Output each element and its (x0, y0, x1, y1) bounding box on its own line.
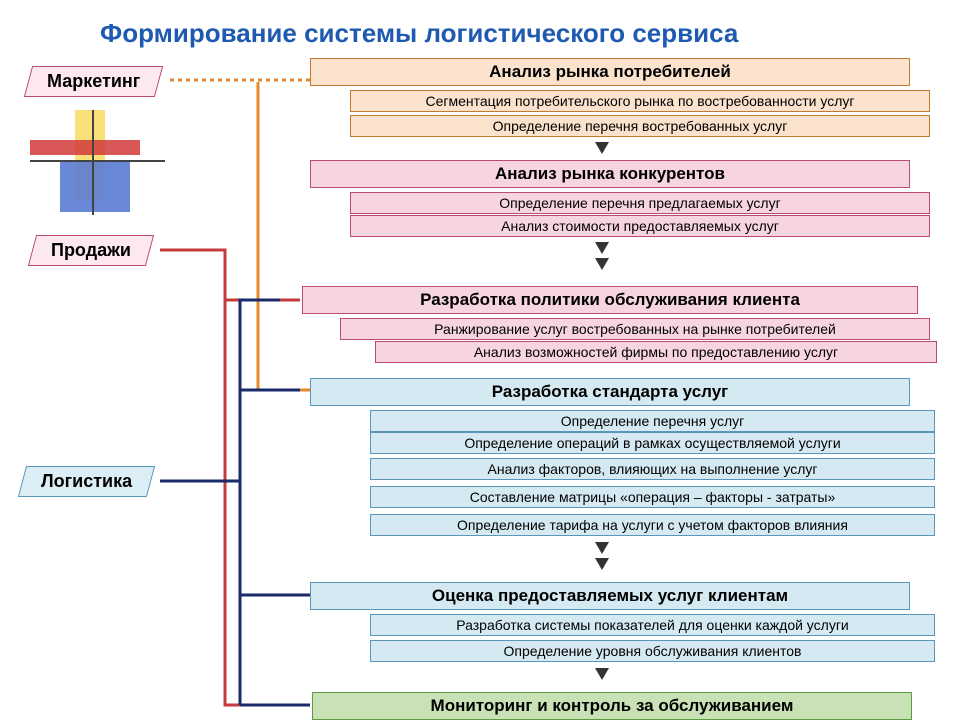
label-marketing: Маркетинг (24, 66, 164, 97)
block2-header: Анализ рынка конкурентов (310, 160, 910, 188)
block3-header: Разработка политики обслуживания клиента (302, 286, 918, 314)
arrow-5-6 (595, 668, 609, 680)
block2-sub1: Определение перечня предлагаемых услуг (350, 192, 930, 214)
block6-header: Мониторинг и контроль за обслуживанием (312, 692, 912, 720)
block5-sub1: Разработка системы показателей для оценк… (370, 614, 935, 636)
block5-sub2: Определение уровня обслуживания клиентов (370, 640, 935, 662)
block5-header: Оценка предоставляемых услуг клиентам (310, 582, 910, 610)
block4-sub5: Определение тарифа на услуги с учетом фа… (370, 514, 935, 536)
arrow-4-5 (595, 542, 609, 554)
block1-sub1: Сегментация потребительского рынка по во… (350, 90, 930, 112)
block3-sub1: Ранжирование услуг востребованных на рын… (340, 318, 930, 340)
arrow-1-2 (595, 142, 609, 154)
block4-sub1: Определение перечня услуг (370, 410, 935, 432)
label-logistics: Логистика (18, 466, 155, 497)
block3-sub2: Анализ возможностей фирмы по предоставле… (375, 341, 937, 363)
block2-sub2: Анализ стоимости предоставляемых услуг (350, 215, 930, 237)
arrow-2-3 (595, 242, 609, 254)
block4-header: Разработка стандарта услуг (310, 378, 910, 406)
block4-sub3: Анализ факторов, влияющих на выполнение … (370, 458, 935, 480)
page-title: Формирование системы логистического серв… (100, 18, 738, 49)
label-sales: Продажи (28, 235, 154, 266)
block4-sub2: Определение операций в рамках осуществля… (370, 432, 935, 454)
block4-sub4: Составление матрицы «операция – факторы … (370, 486, 935, 508)
arrow-inner-5a (595, 558, 609, 570)
block1-header: Анализ рынка потребителей (310, 58, 910, 86)
block1-sub2: Определение перечня востребованных услуг (350, 115, 930, 137)
arrow-inner-3a (595, 258, 609, 270)
decorative-icon (30, 110, 160, 215)
